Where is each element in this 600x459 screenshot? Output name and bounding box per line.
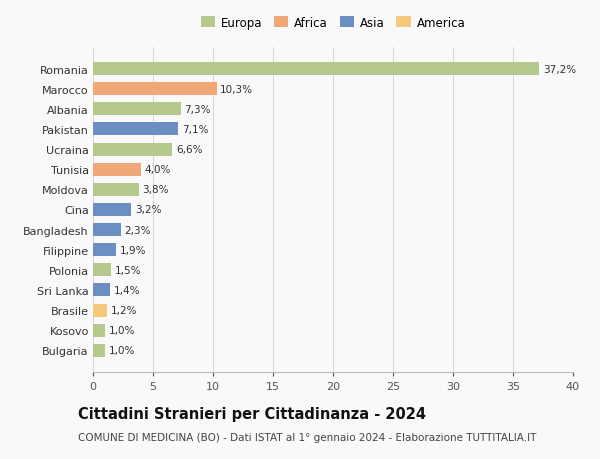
Text: 1,9%: 1,9% [119, 245, 146, 255]
Text: 7,1%: 7,1% [182, 125, 208, 134]
Text: 10,3%: 10,3% [220, 84, 253, 95]
Bar [93, 284, 110, 297]
Bar [93, 63, 539, 76]
Text: 1,2%: 1,2% [111, 305, 137, 315]
Text: 2,3%: 2,3% [124, 225, 151, 235]
Bar [93, 224, 121, 236]
Text: 6,6%: 6,6% [176, 145, 202, 155]
Bar [93, 123, 178, 136]
Text: 37,2%: 37,2% [543, 64, 576, 74]
Text: 1,0%: 1,0% [109, 325, 135, 336]
Bar [93, 244, 116, 257]
Text: 1,0%: 1,0% [109, 346, 135, 356]
Bar [93, 344, 105, 357]
Legend: Europa, Africa, Asia, America: Europa, Africa, Asia, America [196, 12, 470, 34]
Bar [93, 103, 181, 116]
Bar [93, 163, 141, 176]
Text: 3,8%: 3,8% [142, 185, 169, 195]
Text: 7,3%: 7,3% [184, 105, 211, 115]
Text: COMUNE DI MEDICINA (BO) - Dati ISTAT al 1° gennaio 2024 - Elaborazione TUTTITALI: COMUNE DI MEDICINA (BO) - Dati ISTAT al … [78, 432, 536, 442]
Text: 1,4%: 1,4% [113, 285, 140, 295]
Text: 3,2%: 3,2% [135, 205, 161, 215]
Bar [93, 143, 172, 156]
Bar [93, 324, 105, 337]
Text: Cittadini Stranieri per Cittadinanza - 2024: Cittadini Stranieri per Cittadinanza - 2… [78, 406, 426, 421]
Bar [93, 304, 107, 317]
Bar [93, 264, 111, 277]
Bar [93, 203, 131, 217]
Text: 1,5%: 1,5% [115, 265, 141, 275]
Text: 4,0%: 4,0% [145, 165, 171, 175]
Bar [93, 184, 139, 196]
Bar [93, 83, 217, 96]
